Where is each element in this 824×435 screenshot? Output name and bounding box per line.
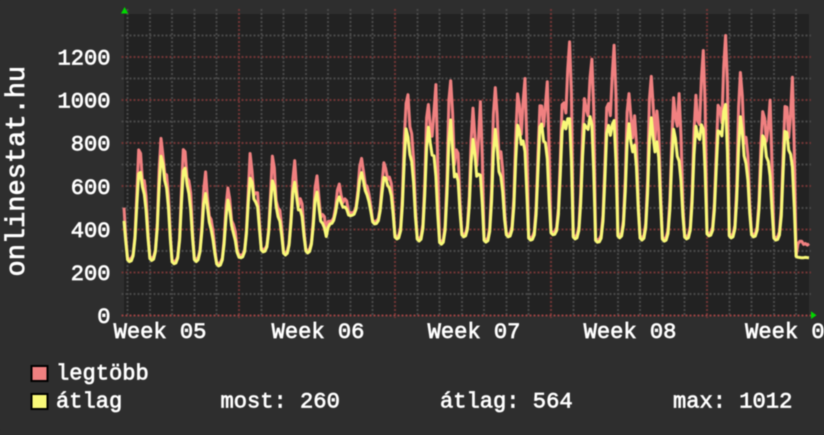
svg-text:max: 1012: max: 1012 bbox=[673, 390, 792, 415]
svg-text:Week 09: Week 09 bbox=[745, 320, 824, 345]
svg-text:legtöbb: legtöbb bbox=[56, 362, 149, 387]
svg-text:átlag: átlag bbox=[56, 390, 122, 415]
svg-text:1200: 1200 bbox=[57, 47, 110, 72]
svg-text:most: 260: most: 260 bbox=[221, 390, 340, 415]
svg-text:Week 05: Week 05 bbox=[114, 320, 207, 345]
svg-text:0: 0 bbox=[97, 305, 110, 330]
svg-text:Week 07: Week 07 bbox=[428, 320, 521, 345]
svg-text:400: 400 bbox=[71, 219, 111, 244]
svg-text:1000: 1000 bbox=[57, 90, 110, 115]
svg-text:Week 08: Week 08 bbox=[584, 320, 677, 345]
svg-text:átlag: 564: átlag: 564 bbox=[440, 390, 573, 415]
svg-text:600: 600 bbox=[71, 176, 111, 201]
svg-text:onlinestat.hu: onlinestat.hu bbox=[3, 66, 33, 277]
svg-text:Week 06: Week 06 bbox=[272, 320, 365, 345]
svg-text:800: 800 bbox=[71, 133, 111, 158]
svg-text:200: 200 bbox=[71, 262, 111, 287]
